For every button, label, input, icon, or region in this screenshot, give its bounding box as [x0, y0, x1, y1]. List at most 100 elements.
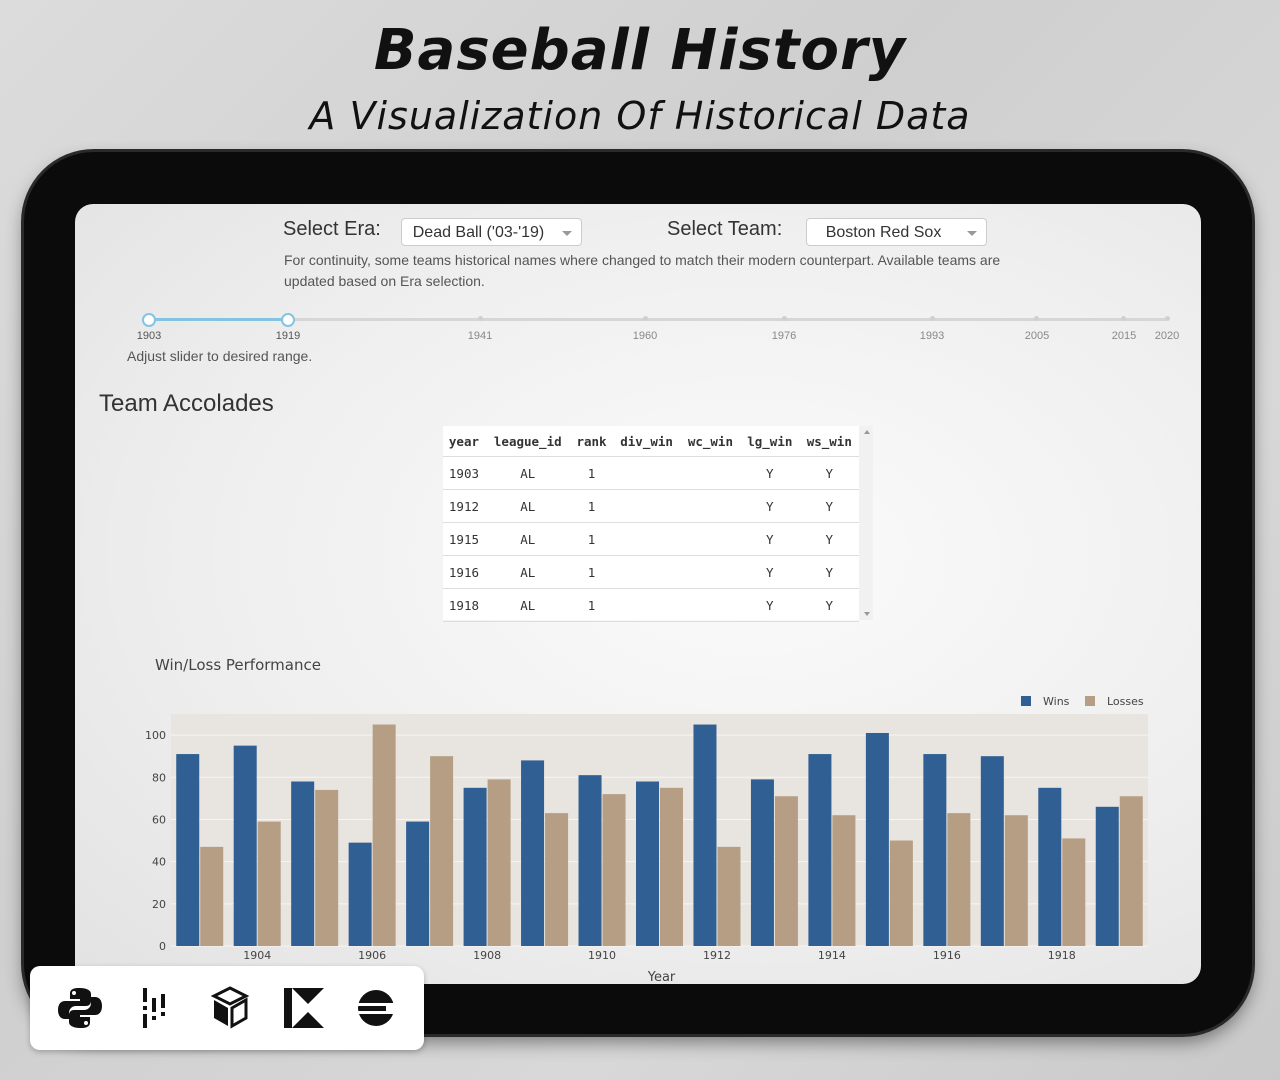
slider-selected-range [148, 318, 288, 321]
table-cell: AL [484, 588, 571, 622]
bar-wins [406, 821, 430, 946]
era-select-label: Select Era: [283, 218, 381, 240]
scroll-down-arrow-icon[interactable] [864, 612, 870, 616]
table-cell: 1916 [443, 555, 485, 589]
dashboard-screen: Select Era: Dead Ball ('03-'19) Select T… [75, 204, 1201, 984]
team-select-label: Select Team: [667, 218, 783, 240]
elastic-icon [358, 990, 396, 1026]
accolades-table-container[interactable]: year league_id rank div_win wc_win lg_wi… [443, 426, 873, 622]
bar-losses [430, 756, 454, 946]
slider-dot [782, 316, 787, 321]
table-cell: Y [799, 588, 859, 622]
table-cell: Y [740, 522, 800, 556]
slider-mark-label[interactable]: 1903 [136, 330, 162, 342]
accolades-table: year league_id rank div_win wc_win lg_wi… [443, 426, 859, 622]
table-cell: Y [799, 456, 859, 490]
era-dropdown-value: Dead Ball ('03-'19) [412, 224, 545, 241]
y-tick-label: 0 [159, 940, 166, 953]
table-cell [680, 456, 741, 490]
table-cell [680, 555, 741, 589]
table-cell: Y [740, 555, 800, 589]
table-row: 1903 AL 1 Y Y [443, 456, 859, 490]
bar-losses [257, 821, 281, 946]
bar-losses [947, 813, 971, 946]
bar-wins [521, 760, 545, 946]
table-cell: 1 [570, 489, 613, 523]
column-header[interactable]: wc_win [680, 426, 741, 457]
column-header[interactable]: div_win [612, 426, 681, 457]
slider-mark-label[interactable]: 1941 [467, 330, 493, 342]
table-cell: 1 [570, 522, 613, 556]
slider-mark-label[interactable]: 2005 [1024, 330, 1050, 342]
team-dropdown[interactable]: Boston Red Sox [806, 218, 987, 246]
table-cell: AL [484, 522, 571, 556]
bar-losses [889, 840, 913, 946]
slider-mark-label[interactable]: 2015 [1111, 330, 1137, 342]
team-dropdown-value: Boston Red Sox [825, 224, 942, 241]
table-cell [680, 522, 741, 556]
table-header-row: year league_id rank div_win wc_win lg_wi… [443, 426, 859, 457]
table-cell [612, 555, 681, 589]
x-tick-label: 1918 [1048, 949, 1076, 962]
table-cell: Y [799, 522, 859, 556]
slider-mark-label[interactable]: 1960 [632, 330, 658, 342]
slider-mark-label[interactable]: 2020 [1154, 330, 1180, 342]
column-header[interactable]: lg_win [740, 426, 800, 457]
bar-wins [578, 775, 602, 946]
pandas-icon [143, 988, 165, 1028]
column-header[interactable]: year [443, 426, 485, 457]
bar-losses [200, 846, 224, 946]
x-tick-label: 1906 [358, 949, 386, 962]
x-axis-label: Year [647, 970, 676, 984]
chevron-down-icon [562, 231, 572, 236]
bar-wins [808, 754, 832, 946]
bar-losses [660, 787, 683, 946]
y-tick-label: 20 [152, 898, 166, 911]
slider-mark-label[interactable]: 1976 [771, 330, 797, 342]
bar-wins [233, 745, 257, 946]
numpy-icon [210, 986, 250, 1029]
slider-mark-label[interactable]: 1993 [919, 330, 945, 342]
table-row: 1912 AL 1 Y Y [443, 489, 859, 523]
bar-wins [291, 781, 315, 946]
slider-dot [478, 316, 483, 321]
bar-losses [372, 724, 396, 946]
era-dropdown[interactable]: Dead Ball ('03-'19) [401, 218, 582, 246]
table-cell: 1 [570, 456, 613, 490]
bar-losses [602, 794, 626, 946]
column-header[interactable]: league_id [484, 426, 571, 457]
x-tick-label: 1912 [703, 949, 731, 962]
table-cell: 1903 [443, 456, 485, 490]
bar-losses [487, 779, 511, 946]
table-cell: Y [799, 489, 859, 523]
table-cell: Y [740, 489, 800, 523]
bar-wins [693, 724, 717, 946]
table-cell [680, 489, 741, 523]
slider-mark-label[interactable]: 1919 [275, 330, 301, 342]
bar-wins [176, 754, 200, 946]
y-tick-label: 60 [152, 813, 166, 826]
bar-wins [636, 781, 659, 946]
slider-track[interactable] [148, 318, 1168, 321]
slider-dot [930, 316, 935, 321]
table-cell: AL [484, 489, 571, 523]
column-header[interactable]: ws_win [799, 426, 859, 457]
bar-wins [463, 787, 487, 946]
x-tick-label: 1916 [933, 949, 961, 962]
bar-losses [1119, 796, 1143, 946]
table-cell: 1 [570, 588, 613, 622]
bar-losses [774, 796, 798, 946]
bar-wins [348, 842, 372, 946]
table-cell [612, 456, 681, 490]
x-tick-label: 1908 [473, 949, 501, 962]
scroll-up-arrow-icon[interactable] [864, 430, 870, 434]
slider-handle-end[interactable] [281, 313, 295, 327]
column-header[interactable]: rank [570, 426, 613, 457]
bar-wins [750, 779, 774, 946]
slider-dot [1034, 316, 1039, 321]
bar-wins [1095, 806, 1119, 946]
slider-handle-start[interactable] [142, 313, 156, 327]
bar-wins [1038, 787, 1062, 946]
table-row: 1915 AL 1 Y Y [443, 522, 859, 556]
win-loss-chart: 0 20 40 60 80 100 1904 1906 1908 1910 1912 1914 1916… [145, 695, 1148, 984]
